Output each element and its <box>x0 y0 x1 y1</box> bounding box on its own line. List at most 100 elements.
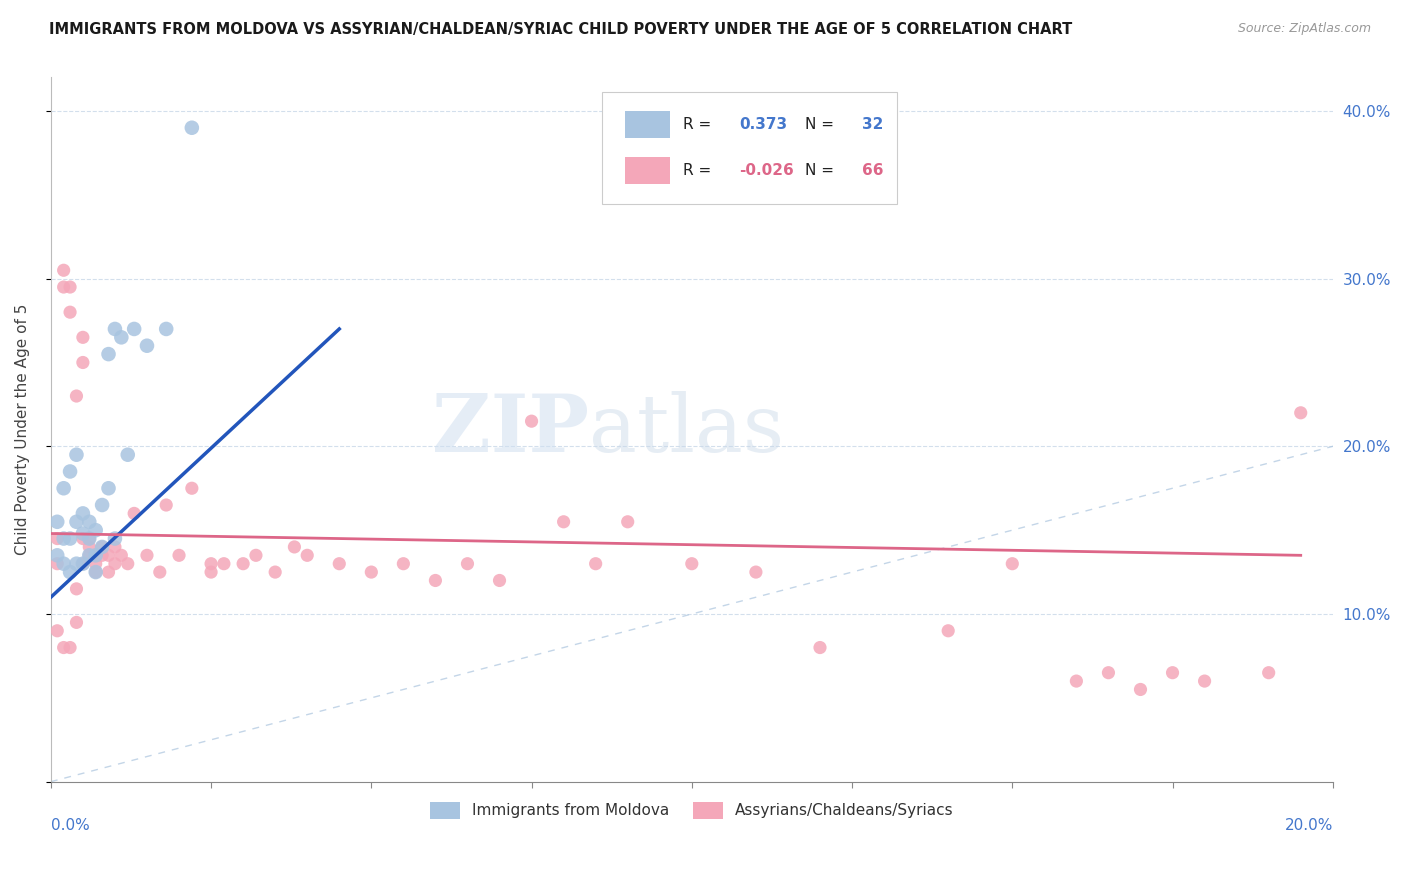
Point <box>283 540 305 554</box>
FancyBboxPatch shape <box>602 92 897 204</box>
Point <box>59 465 82 479</box>
Text: 0.373: 0.373 <box>740 117 787 132</box>
Text: 20.0%: 20.0% <box>1285 818 1333 833</box>
Point <box>52 640 75 655</box>
Point <box>488 574 510 588</box>
Point <box>52 280 75 294</box>
Point <box>84 523 107 537</box>
Point <box>245 549 267 563</box>
Text: atlas: atlas <box>589 391 785 468</box>
Point <box>1257 665 1279 680</box>
Point <box>65 615 87 630</box>
Point <box>59 305 82 319</box>
Text: -0.026: -0.026 <box>740 163 794 178</box>
Point <box>79 532 101 546</box>
Point <box>1161 665 1184 680</box>
Text: ZIP: ZIP <box>432 391 589 468</box>
FancyBboxPatch shape <box>626 157 671 184</box>
Text: R =: R = <box>683 163 716 178</box>
Point <box>264 565 287 579</box>
Text: N =: N = <box>804 117 838 132</box>
Point <box>65 557 87 571</box>
Point <box>456 557 478 571</box>
Text: IMMIGRANTS FROM MOLDOVA VS ASSYRIAN/CHALDEAN/SYRIAC CHILD POVERTY UNDER THE AGE : IMMIGRANTS FROM MOLDOVA VS ASSYRIAN/CHAL… <box>49 22 1073 37</box>
Point <box>104 557 127 571</box>
Point <box>91 540 114 554</box>
Point <box>91 540 114 554</box>
Point <box>84 549 107 563</box>
Point <box>936 624 959 638</box>
Point <box>392 557 415 571</box>
Point <box>65 515 87 529</box>
Point <box>149 565 172 579</box>
Point <box>136 339 159 353</box>
Point <box>91 498 114 512</box>
Point <box>97 481 120 495</box>
Text: 32: 32 <box>862 117 884 132</box>
Point <box>46 549 69 563</box>
Point <box>136 549 159 563</box>
Point <box>110 330 132 344</box>
Point <box>52 263 75 277</box>
Point <box>200 557 222 571</box>
Point <box>180 120 202 135</box>
Point <box>104 540 127 554</box>
Point <box>65 448 87 462</box>
Point <box>72 532 94 546</box>
Point <box>1129 682 1152 697</box>
Point <box>155 322 177 336</box>
Point <box>808 640 831 655</box>
Point <box>84 557 107 571</box>
Point <box>65 582 87 596</box>
Point <box>72 557 94 571</box>
FancyBboxPatch shape <box>626 112 671 138</box>
Point <box>79 515 101 529</box>
Point <box>59 565 82 579</box>
Text: R =: R = <box>683 117 716 132</box>
Point <box>180 481 202 495</box>
Point <box>72 330 94 344</box>
Point <box>104 322 127 336</box>
Point <box>52 532 75 546</box>
Text: 66: 66 <box>862 163 884 178</box>
Point <box>59 280 82 294</box>
Point <box>200 565 222 579</box>
Point <box>97 565 120 579</box>
Point <box>72 557 94 571</box>
Point <box>97 549 120 563</box>
Point <box>155 498 177 512</box>
Point <box>104 532 127 546</box>
Point <box>46 624 69 638</box>
Text: 0.0%: 0.0% <box>51 818 90 833</box>
Point <box>1194 674 1216 689</box>
Point <box>297 549 319 563</box>
Point <box>46 532 69 546</box>
Point <box>46 515 69 529</box>
Point <box>167 549 190 563</box>
Point <box>553 515 575 529</box>
Point <box>52 557 75 571</box>
Point <box>212 557 235 571</box>
Point <box>46 557 69 571</box>
Point <box>1289 406 1312 420</box>
Point <box>122 507 145 521</box>
Point <box>79 532 101 546</box>
Point <box>328 557 350 571</box>
Point <box>79 549 101 563</box>
Point <box>117 448 139 462</box>
Point <box>72 355 94 369</box>
Point <box>745 565 768 579</box>
Point <box>122 322 145 336</box>
Point <box>425 574 447 588</box>
Y-axis label: Child Poverty Under the Age of 5: Child Poverty Under the Age of 5 <box>15 304 30 555</box>
Point <box>117 557 139 571</box>
Point <box>681 557 703 571</box>
Point <box>79 549 101 563</box>
Point <box>616 515 638 529</box>
Point <box>232 557 254 571</box>
Point <box>65 389 87 403</box>
Point <box>79 540 101 554</box>
Point <box>52 481 75 495</box>
Legend: Immigrants from Moldova, Assyrians/Chaldeans/Syriacs: Immigrants from Moldova, Assyrians/Chald… <box>422 794 962 827</box>
Point <box>1001 557 1024 571</box>
